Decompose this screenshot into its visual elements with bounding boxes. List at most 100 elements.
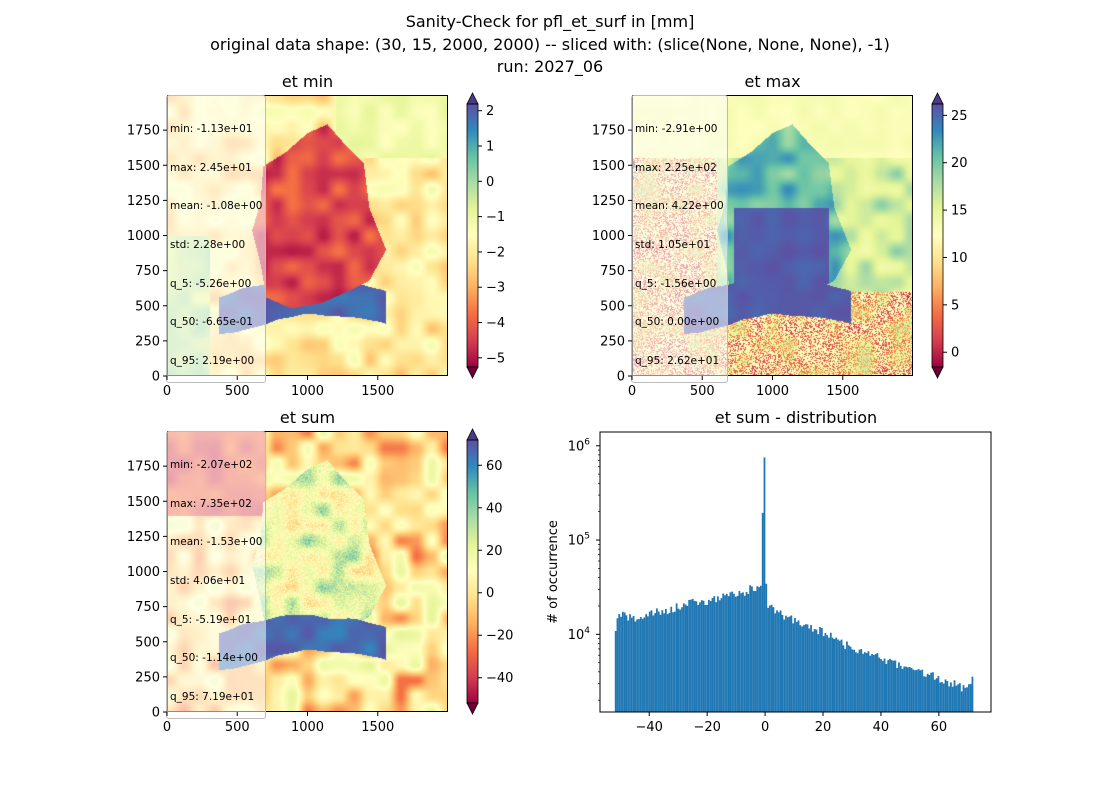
histogram-bar: [908, 667, 911, 712]
x-tick-label: 60: [931, 720, 948, 735]
histogram-bar: [951, 686, 954, 712]
histogram-bar: [785, 615, 787, 712]
histogram-bar: [883, 658, 886, 712]
histogram-bar: [733, 593, 735, 712]
histogram-bar: [831, 637, 834, 712]
et-sum-stats-box: min: -2.07e+02 max: 7.35e+02 mean: -1.53…: [166, 431, 267, 719]
histogram-bar: [772, 607, 775, 712]
y-tick-label: 1500: [127, 159, 160, 174]
histogram-bar: [890, 660, 893, 712]
histogram-bar: [792, 623, 795, 712]
histogram-bar: [942, 683, 945, 712]
y-tick-label: 250: [600, 334, 625, 349]
histogram-bar: [716, 596, 719, 712]
histogram-bar: [767, 607, 769, 712]
histogram-bar: [770, 604, 773, 712]
stat-line: max: 7.35e+02: [170, 497, 252, 510]
histogram-bar: [948, 686, 951, 712]
histogram-bar: [774, 613, 777, 712]
histogram-bar: [822, 636, 825, 712]
colorbar-extend-max: [931, 92, 944, 105]
histogram-bar: [855, 652, 857, 712]
histogram-bar: [903, 666, 906, 712]
histogram-bar: [914, 670, 916, 712]
histogram-bar: [656, 608, 658, 712]
y-tick-label: 250: [135, 670, 160, 685]
histogram-bar: [647, 616, 649, 712]
histogram-bar: [700, 600, 703, 712]
x-tick-label: 1000: [291, 384, 324, 399]
histogram-bar: [788, 616, 791, 712]
colorbar-tick-label: −20: [486, 629, 513, 644]
histogram-bar: [955, 685, 958, 712]
histogram-bar: [747, 593, 750, 712]
histogram-bar: [759, 585, 762, 712]
histogram-bar: [926, 673, 929, 712]
stat-line: q_95: 2.19e+00: [170, 355, 255, 368]
colorbar-tick-label: 25: [951, 109, 968, 124]
histogram-bar: [876, 653, 879, 712]
colorbar-frame: [466, 439, 479, 704]
histogram-bar: [632, 615, 635, 712]
colorbar-tick-label: 0: [951, 346, 959, 361]
colorbar-tick-label: 20: [951, 156, 968, 171]
y-tick-label: 1000: [127, 565, 160, 580]
colorbar-tick-label: 15: [951, 204, 968, 219]
stat-line: mean: 4.22e+00: [635, 200, 724, 213]
colorbar-tick-label: −4: [486, 316, 505, 331]
histogram-bar: [663, 613, 665, 712]
histogram-bar: [958, 683, 961, 712]
histogram-bar: [745, 592, 748, 712]
colorbar-tick-label: −40: [486, 671, 513, 686]
x-tick-label: −20: [693, 720, 720, 735]
histogram-bar: [869, 655, 872, 712]
histogram-bar: [937, 676, 940, 712]
y-tick-label: 1750: [127, 124, 160, 139]
y-tick-label: 0: [617, 370, 625, 385]
histogram-bar: [627, 620, 630, 712]
histogram-bar: [828, 637, 830, 712]
histogram-bar: [966, 687, 968, 712]
stat-line: std: 4.06e+01: [170, 574, 246, 587]
stat-line: max: 2.45e+01: [170, 161, 252, 174]
histogram-bar: [846, 641, 848, 712]
stat-line: q_50: -6.65e-01: [170, 316, 253, 329]
colorbar-tick-label: 2: [486, 104, 494, 119]
histogram-bar: [971, 676, 974, 712]
histogram-bar: [939, 682, 942, 712]
stat-line: min: -1.13e+01: [170, 122, 253, 135]
histogram-bar: [776, 610, 778, 712]
histogram-bar: [930, 672, 933, 712]
x-tick-label: 0: [163, 384, 171, 399]
histogram-bar: [673, 611, 676, 712]
histogram-bar: [889, 658, 891, 712]
y-tick-label: 500: [600, 299, 625, 314]
histogram-bar: [758, 587, 760, 712]
histogram-bar: [638, 619, 640, 712]
colorbar: [467, 104, 478, 367]
histogram-bar: [634, 621, 637, 712]
et-max-stats-box: min: -2.91e+00 max: 2.25e+02 mean: 4.22e…: [631, 95, 728, 383]
x-tick-label: 0: [761, 720, 769, 735]
histogram-bar: [690, 599, 692, 712]
histogram-bar: [699, 602, 701, 712]
histogram-bar: [725, 593, 728, 712]
histogram-bar: [736, 595, 739, 712]
histogram-bar: [872, 654, 875, 712]
y-tick-label: 1250: [592, 194, 625, 209]
histogram-bar: [820, 627, 823, 712]
histogram-bar: [779, 610, 782, 712]
histogram-bar: [928, 674, 931, 712]
histogram-bar: [731, 591, 734, 712]
histogram-bar: [892, 660, 895, 712]
stat-line: std: 1.05e+01: [635, 238, 711, 251]
histogram-bar: [835, 637, 838, 712]
stat-line: q_5: -5.26e+00: [170, 277, 252, 290]
x-tick-label: 0: [163, 720, 171, 735]
histogram-bar: [666, 614, 669, 712]
stat-line: min: -2.07e+02: [170, 458, 253, 471]
histogram-bar: [847, 645, 850, 712]
panel-title-et-sum: et sum: [279, 408, 336, 427]
histogram-bar: [763, 457, 766, 712]
